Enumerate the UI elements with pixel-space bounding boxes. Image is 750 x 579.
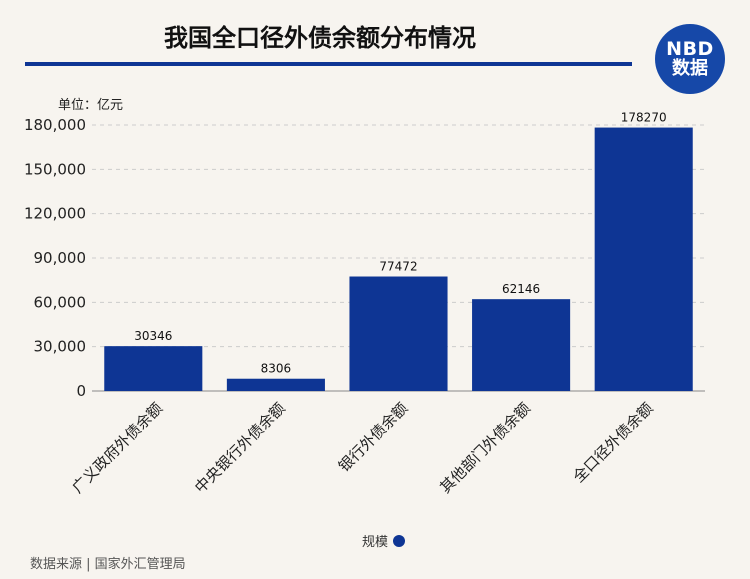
bar-value-label: 178270 [621, 111, 667, 125]
bar-value-label: 77472 [379, 260, 417, 274]
x-tick-label: 广义政府外债余额 [69, 399, 167, 497]
y-tick-label: 30,000 [34, 338, 87, 356]
logo-text-data: 数据 [672, 57, 708, 79]
legend-label: 规模 [362, 535, 389, 550]
source-text: 数据来源 | 国家外汇管理局 [30, 557, 186, 572]
legend-swatch [393, 534, 406, 547]
x-tick-label: 银行外债余额 [335, 399, 411, 475]
chart-title: 我国全口径外债余额分布情况 [164, 24, 476, 52]
bar [594, 127, 693, 392]
y-tick-label: 0 [76, 382, 86, 400]
y-tick-label: 180,000 [24, 116, 86, 134]
y-tick-label: 60,000 [34, 293, 87, 311]
bar [104, 346, 203, 391]
y-tick-label: 120,000 [24, 205, 86, 223]
legend: 规模 [362, 531, 406, 550]
bar-value-label: 62146 [502, 282, 540, 296]
x-tick-label: 其他部门外债余额 [436, 399, 534, 497]
bar [349, 276, 448, 391]
bar-value-label: 8306 [261, 362, 292, 376]
unit-label: 单位：亿元 [58, 98, 124, 113]
bar [226, 378, 325, 391]
nbd-logo: NBD 数据 [655, 24, 725, 94]
logo-text-nbd: NBD [666, 37, 714, 60]
y-tick-label: 150,000 [24, 160, 86, 178]
title-underline [25, 62, 632, 66]
y-tick-label: 90,000 [34, 249, 87, 267]
bar-value-label: 30346 [134, 329, 172, 343]
x-tick-label: 中央银行外债余额 [191, 399, 289, 497]
x-tick-label: 全口径外债余额 [570, 399, 657, 486]
bar [472, 299, 571, 391]
